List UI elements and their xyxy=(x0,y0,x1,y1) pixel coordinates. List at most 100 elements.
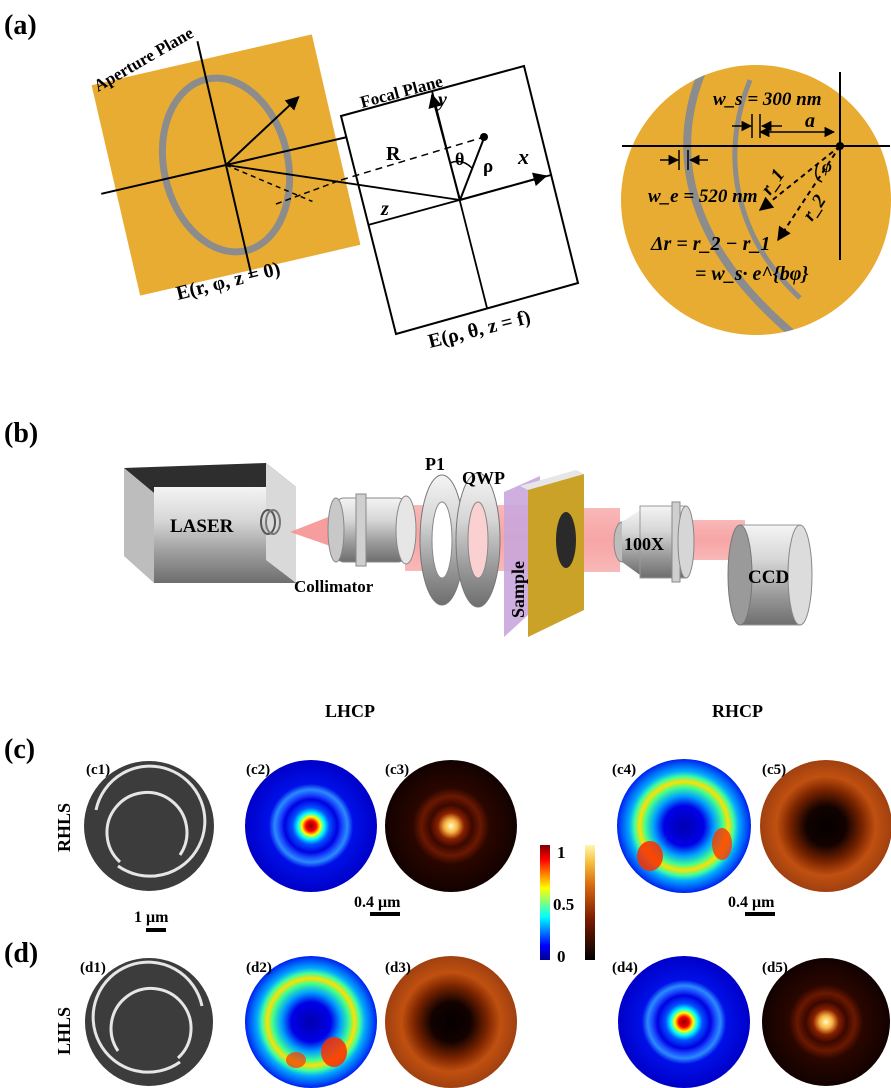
scale-bar-c3 xyxy=(370,912,400,916)
collimator-label: Collimator xyxy=(294,577,374,596)
polarizer-p1 xyxy=(419,474,465,606)
aperture-x-axis xyxy=(101,136,348,195)
panel-label-a: (a) xyxy=(4,10,37,41)
d2-hotspot-2 xyxy=(286,1052,306,1068)
c2-label: (c2) xyxy=(246,762,270,778)
objective-label: 100X xyxy=(624,534,664,554)
sample-hole xyxy=(556,512,576,568)
d1-label: (d1) xyxy=(80,960,106,976)
image-d3 xyxy=(385,956,517,1088)
sample-gold xyxy=(528,474,584,637)
x-label: x xyxy=(517,144,529,169)
ccd-back xyxy=(787,524,813,626)
a-label: a xyxy=(805,110,815,132)
c3-label: (c3) xyxy=(385,762,409,778)
rho-line xyxy=(459,137,485,201)
collimator xyxy=(327,493,417,567)
focal-y-arrow xyxy=(428,93,461,201)
qwp-label: QWP xyxy=(462,468,505,488)
R-dashed-line xyxy=(340,136,485,181)
r1-arrow xyxy=(758,145,841,211)
ccd-label: CCD xyxy=(748,567,789,588)
d1-spiral-1 xyxy=(109,987,193,1060)
scale-sem-label: 1 μm xyxy=(134,909,169,926)
lhls-label: LHLS xyxy=(54,1007,74,1055)
sample xyxy=(504,470,584,637)
scale-bar-c5 xyxy=(745,912,775,916)
z-line xyxy=(225,164,461,201)
laser-box xyxy=(124,463,296,583)
laser-side xyxy=(124,468,154,583)
aperture-vector xyxy=(225,95,300,166)
qwp-hole xyxy=(467,501,489,579)
rhls-label: RHLS xyxy=(54,803,74,852)
colorbar-tick-1: 1 xyxy=(557,843,566,862)
d5-label: (d5) xyxy=(762,960,788,976)
c4-disc xyxy=(617,759,751,893)
sample-label: Sample xyxy=(508,561,528,618)
delta-r-label: Δr = r_2 − r_1 xyxy=(650,233,770,255)
image-d1-sem xyxy=(85,958,213,1086)
c4-hotspot-1 xyxy=(637,841,663,871)
c1-disc xyxy=(84,761,214,891)
image-c5 xyxy=(760,760,891,892)
z-label: z xyxy=(380,198,389,220)
scale-c3-label: 0.4 μm xyxy=(354,894,401,911)
R-label: R xyxy=(386,143,401,165)
R-dashed-connector xyxy=(275,179,342,205)
colorbar-hot xyxy=(585,845,595,960)
p1-label: P1 xyxy=(425,454,445,474)
laser-fiber-coil xyxy=(260,509,276,535)
beam-diverging xyxy=(290,514,336,548)
aperture-dashed xyxy=(225,164,313,203)
zoom-slit-inner xyxy=(683,65,803,335)
theta-arc xyxy=(449,160,473,169)
colorbar-jet xyxy=(540,845,550,960)
panel-label-d: (d) xyxy=(4,938,38,969)
c1-label: (c1) xyxy=(86,762,110,778)
c1-spiral-1 xyxy=(105,791,189,864)
r2-arrow xyxy=(777,145,841,242)
image-c3 xyxy=(385,760,517,892)
image-c2 xyxy=(245,760,377,892)
laser-right xyxy=(266,463,296,583)
y-label: y xyxy=(436,89,447,111)
c4-label: (c4) xyxy=(612,762,636,778)
image-d5 xyxy=(762,958,890,1086)
laser-label: LASER xyxy=(170,516,234,537)
d3-label: (d3) xyxy=(385,960,411,976)
colorbar-tick-0: 0 xyxy=(557,947,566,966)
p1-hole xyxy=(431,501,453,579)
collimator-end xyxy=(327,497,345,563)
d1-spiral-2 xyxy=(91,960,204,1074)
panel-label-b: (b) xyxy=(4,418,38,449)
d2-hotspot-1 xyxy=(321,1037,347,1067)
d1-disc xyxy=(85,958,213,1086)
panel-label-c: (c) xyxy=(4,734,35,765)
aperture-plane xyxy=(91,34,361,296)
rho-label: ρ xyxy=(483,156,493,177)
quarter-wave-plate xyxy=(455,472,501,608)
ccd-camera xyxy=(727,524,813,626)
rhcp-header: RHCP xyxy=(712,701,763,721)
focal-x-arrow xyxy=(459,172,548,201)
c4-hotspot-2 xyxy=(712,828,732,860)
we-label: w_e = 520 nm xyxy=(648,186,758,207)
lhcp-header: LHCP xyxy=(325,701,375,721)
zoom-slit-outer xyxy=(732,79,802,300)
scale-bar-sem xyxy=(146,928,166,932)
image-c4 xyxy=(617,759,751,893)
ws-label: w_s = 300 nm xyxy=(713,89,822,110)
laser-fiber-coil-2 xyxy=(265,509,281,535)
slit-zoom xyxy=(621,65,891,335)
d2-label: (d2) xyxy=(246,960,272,976)
collimator-face xyxy=(395,495,417,565)
objective-100x xyxy=(613,501,695,583)
c5-label: (c5) xyxy=(762,762,786,778)
phi-label: φ xyxy=(822,157,832,176)
phi-arc xyxy=(815,162,823,183)
d4-label: (d4) xyxy=(612,960,638,976)
collimator-ring xyxy=(355,493,367,567)
laser-top xyxy=(124,463,296,493)
